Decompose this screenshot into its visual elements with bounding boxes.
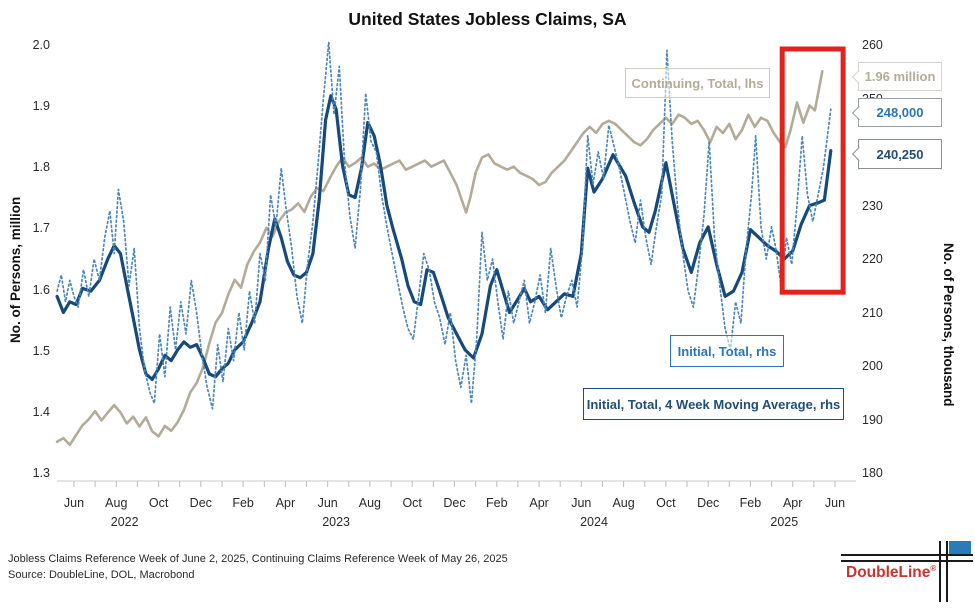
- x-axis-year-label: 2023: [322, 515, 350, 529]
- left-axis-tick-label: 1.8: [32, 160, 50, 175]
- logo-wordmark: DoubleLine®: [846, 564, 937, 582]
- logo-horizontal-line: [841, 560, 973, 563]
- continuing-claims-line: [55, 70, 824, 447]
- callout-initial-value: 248,000: [851, 98, 942, 127]
- x-axis-month-label: Dec: [443, 496, 466, 510]
- doubleline-logo: DoubleLine®: [835, 538, 973, 606]
- x-axis-month-label: Feb: [486, 496, 508, 510]
- x-axis-month-label: Oct: [656, 496, 676, 510]
- right-axis-tick-label: 190: [862, 412, 883, 427]
- right-axis-tick-label: 220: [862, 252, 883, 266]
- callout-ma-text: 240,250: [876, 146, 924, 162]
- right-axis-tick-label: 210: [862, 305, 883, 320]
- x-axis-month-label: Feb: [739, 496, 762, 510]
- legend-continuing-label: Continuing, Total, lhs: [631, 75, 764, 91]
- logo-blue-square: [949, 541, 971, 556]
- right-axis-tick-label: 180: [862, 466, 883, 480]
- registered-mark: ®: [930, 564, 937, 573]
- footnote-source: Source: DoubleLine, DOL, Macrobond: [8, 569, 195, 581]
- legend-continuing: Continuing, Total, lhs: [625, 68, 770, 98]
- left-axis-tick-label: 2.0: [32, 38, 50, 52]
- left-axis-tick-label: 1.4: [32, 404, 50, 419]
- chart-title: United States Jobless Claims, SA: [348, 9, 627, 29]
- left-axis-tick-label: 1.9: [32, 99, 50, 114]
- left-axis-tick-label: 1.6: [32, 282, 50, 297]
- callout-continuing-value: 1.96 million: [851, 62, 942, 91]
- logo-vertical-line: [946, 541, 949, 602]
- right-axis-title: No. of Persons, thousand: [941, 243, 956, 407]
- x-axis-month-label: Oct: [148, 496, 169, 510]
- x-axis-year-label: 2024: [580, 515, 608, 529]
- left-axis-tick-label: 1.3: [32, 466, 50, 480]
- x-axis-month-label: Feb: [232, 496, 254, 510]
- left-axis-tick-label: 1.7: [32, 221, 50, 236]
- x-axis-month-label: Dec: [697, 496, 720, 510]
- x-axis-month-label: Jun: [63, 496, 85, 510]
- x-axis-year-label: 2022: [110, 515, 139, 529]
- callout-continuing-text: 1.96 million: [864, 69, 936, 84]
- x-axis-month-label: Jun: [824, 496, 846, 510]
- logo-horizontal-line: [841, 554, 973, 557]
- x-axis-ticks: [73, 481, 836, 487]
- x-axis-month-label: Jun: [317, 496, 338, 510]
- footnote-reference-weeks: Jobless Claims Reference Week of June 2,…: [8, 553, 508, 565]
- highlight-rectangle: [779, 46, 846, 295]
- x-axis-year-label: 2025: [770, 515, 799, 529]
- callout-ma-value: 240,250: [851, 139, 942, 169]
- x-axis-month-label: Apr: [529, 496, 549, 510]
- legend-initial-ma: Initial, Total, 4 Week Moving Average, r…: [583, 388, 844, 420]
- initial-claims-4wk-ma-line: [55, 94, 833, 381]
- x-axis-month-label: Dec: [189, 496, 212, 510]
- x-axis-month-label: Apr: [275, 496, 296, 510]
- callout-initial-text: 248,000: [876, 105, 924, 120]
- logo-vertical-line: [939, 541, 942, 602]
- x-axis-month-label: Aug: [358, 496, 382, 510]
- right-axis-tick-label: 200: [862, 359, 883, 373]
- legend-initial: Initial, Total, rhs: [670, 335, 784, 367]
- left-axis-tick-label: 1.5: [32, 343, 50, 358]
- x-axis-month-label: Jun: [571, 496, 592, 510]
- x-axis-month-label: Aug: [612, 496, 635, 510]
- initial-claims-weekly-line: [56, 41, 832, 410]
- x-axis-month-label: Apr: [782, 496, 803, 510]
- x-axis-month-label: Aug: [105, 496, 128, 510]
- x-axis-month-label: Oct: [402, 496, 422, 510]
- right-axis-tick-label: 260: [862, 38, 883, 52]
- legend-initial-ma-label: Initial, Total, 4 Week Moving Average, r…: [586, 396, 841, 412]
- legend-initial-label: Initial, Total, rhs: [677, 343, 777, 359]
- right-axis-tick-label: 230: [862, 198, 883, 213]
